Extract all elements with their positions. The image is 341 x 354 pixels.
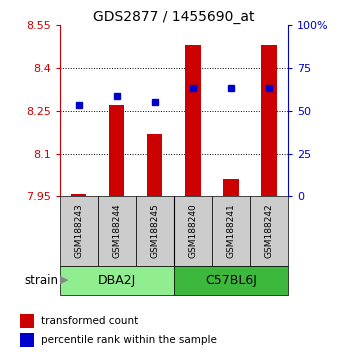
Bar [185,45,201,196]
Bar [60,196,98,266]
Bar [71,194,86,196]
Text: GSM188241: GSM188241 [226,204,236,258]
Bar [20,314,34,328]
Bar [147,133,162,196]
Text: GSM188242: GSM188242 [265,204,273,258]
Bar [98,196,136,266]
Bar [262,45,277,196]
Text: DBA2J: DBA2J [98,274,136,286]
Bar [212,196,250,266]
Bar [60,266,174,295]
Text: percentile rank within the sample: percentile rank within the sample [41,335,217,345]
Text: GSM188245: GSM188245 [150,204,159,258]
Bar [223,179,239,196]
Bar [174,196,212,266]
Bar [109,105,124,196]
Text: GSM188243: GSM188243 [74,204,83,258]
Bar [250,196,288,266]
Text: GSM188240: GSM188240 [189,204,197,258]
Bar [20,333,34,347]
Title: GDS2877 / 1455690_at: GDS2877 / 1455690_at [93,10,255,24]
Bar [174,266,288,295]
Text: transformed count: transformed count [41,316,138,326]
Text: strain: strain [25,274,59,286]
Bar [136,196,174,266]
Text: C57BL6J: C57BL6J [205,274,257,286]
Text: GSM188244: GSM188244 [112,204,121,258]
Text: ▶: ▶ [60,275,68,285]
